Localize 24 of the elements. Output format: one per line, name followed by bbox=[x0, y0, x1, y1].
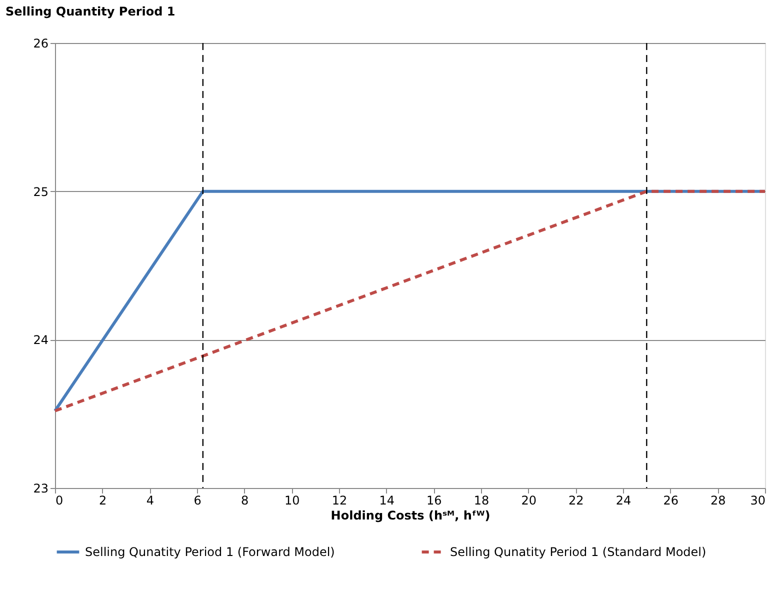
legend-label: Selling Qunatity Period 1 (Forward Model) bbox=[85, 545, 335, 559]
x-tick-label: 18 bbox=[474, 494, 490, 508]
x-tick-label: 16 bbox=[426, 494, 442, 508]
x-tick-label: 24 bbox=[616, 494, 632, 508]
x-tick-label: 4 bbox=[146, 494, 154, 508]
x-tick-label: 28 bbox=[710, 494, 726, 508]
x-tick-label: 0 bbox=[56, 494, 64, 508]
y-tick-label: 23 bbox=[33, 482, 48, 496]
x-tick-label: 2 bbox=[99, 494, 107, 508]
y-tick-label: 24 bbox=[33, 333, 48, 348]
legend-label: Selling Qunatity Period 1 (Standard Model) bbox=[450, 545, 706, 559]
x-tick-label: 10 bbox=[284, 494, 300, 508]
x-tick-label: 8 bbox=[241, 494, 249, 508]
x-tick-label: 26 bbox=[663, 494, 678, 508]
y-tick-label: 26 bbox=[33, 36, 48, 50]
x-tick-label: 30 bbox=[750, 494, 766, 508]
x-tick-label: 22 bbox=[568, 494, 584, 508]
y-tick-label: 25 bbox=[33, 184, 48, 199]
x-axis-title: Holding Costs (hˢᴹ, hᶠᵂ) bbox=[330, 508, 490, 522]
x-tick-label: 6 bbox=[194, 494, 202, 508]
x-tick-label: 12 bbox=[332, 494, 348, 508]
x-tick-label: 20 bbox=[521, 494, 536, 508]
x-tick-label: 14 bbox=[379, 494, 394, 508]
y-axis-title: Selling Quantity Period 1 bbox=[6, 4, 176, 18]
